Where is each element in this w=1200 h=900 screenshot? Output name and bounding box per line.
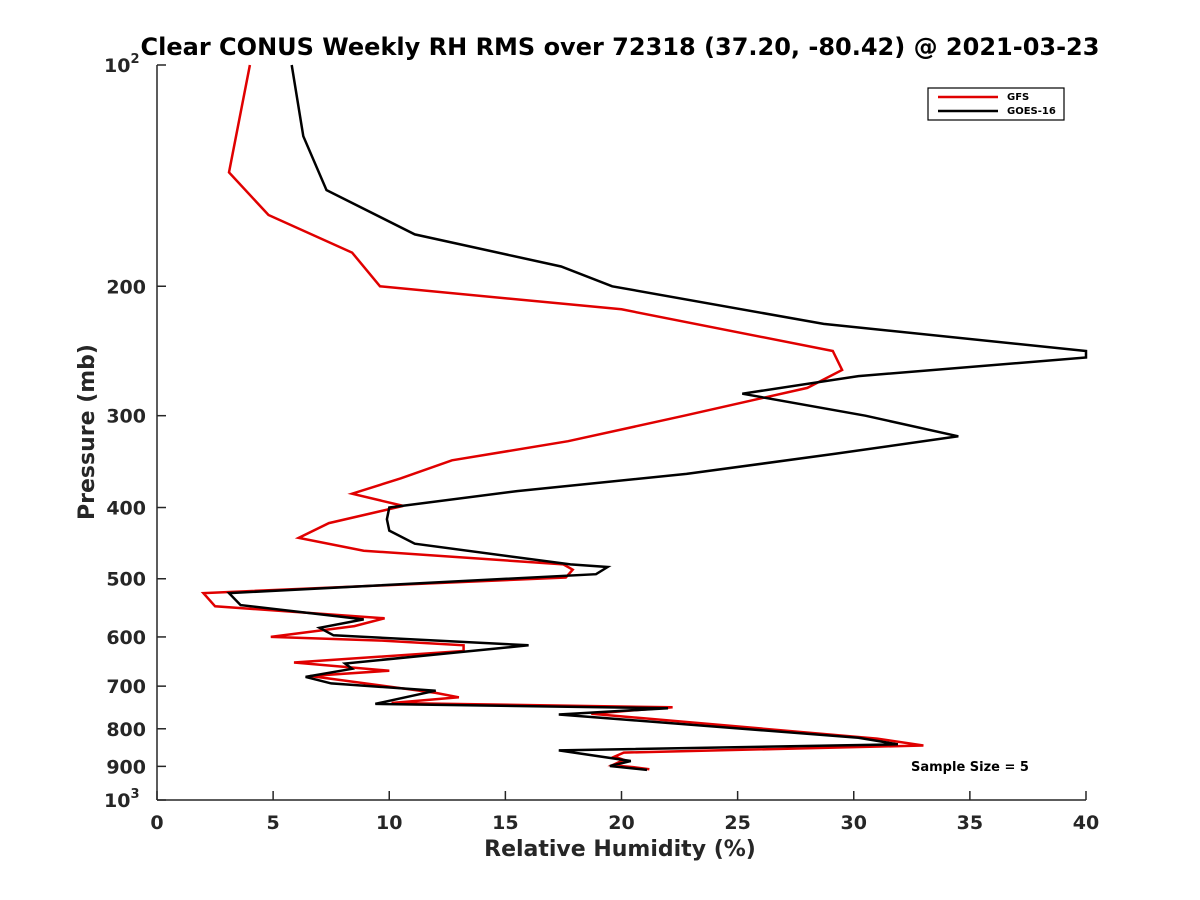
series-line-goes16 xyxy=(226,64,1088,772)
y-tick-label: 700 xyxy=(106,676,146,698)
x-tick-label: 25 xyxy=(724,812,750,834)
sample-size-annotation: Sample Size = 5 xyxy=(911,760,1029,775)
series-line-gfs xyxy=(200,64,924,771)
x-axis-label: Relative Humidity (%) xyxy=(484,837,756,862)
x-tick-label: 20 xyxy=(608,812,634,834)
x-tick-label: 0 xyxy=(150,812,163,834)
x-tick-label: 10 xyxy=(376,812,402,834)
x-ticks: 0 5 10 15 20 25 30 35 40 xyxy=(150,791,1099,834)
y-tick-label: 800 xyxy=(106,719,146,741)
x-tick-label: 40 xyxy=(1073,812,1099,834)
y-tick-label: 600 xyxy=(106,627,146,649)
legend-label-gfs: GFS xyxy=(1007,92,1029,103)
legend-label-goes16: GOES-16 xyxy=(1007,106,1056,117)
series-layer xyxy=(200,64,1088,772)
x-tick-label: 15 xyxy=(492,812,518,834)
legend-box xyxy=(927,87,1065,121)
y-tick-label: 200 xyxy=(106,276,146,298)
y-axis-label: Pressure (mb) xyxy=(75,344,100,520)
x-tick-label: 30 xyxy=(841,812,867,834)
legend: GFS GOES-16 xyxy=(927,87,1065,121)
x-tick-label: 35 xyxy=(957,812,983,834)
chart-title: Clear CONUS Weekly RH RMS over 72318 (37… xyxy=(141,33,1100,61)
y-tick-label: 400 xyxy=(106,498,146,520)
x-tick-label: 5 xyxy=(267,812,280,834)
y-tick-label: 900 xyxy=(106,756,146,778)
plot-area: 0 5 10 15 20 25 30 35 40 10220030040050060070080… xyxy=(104,52,1099,834)
y-tick-label: 500 xyxy=(106,569,146,591)
y-tick-label: 300 xyxy=(106,406,146,428)
